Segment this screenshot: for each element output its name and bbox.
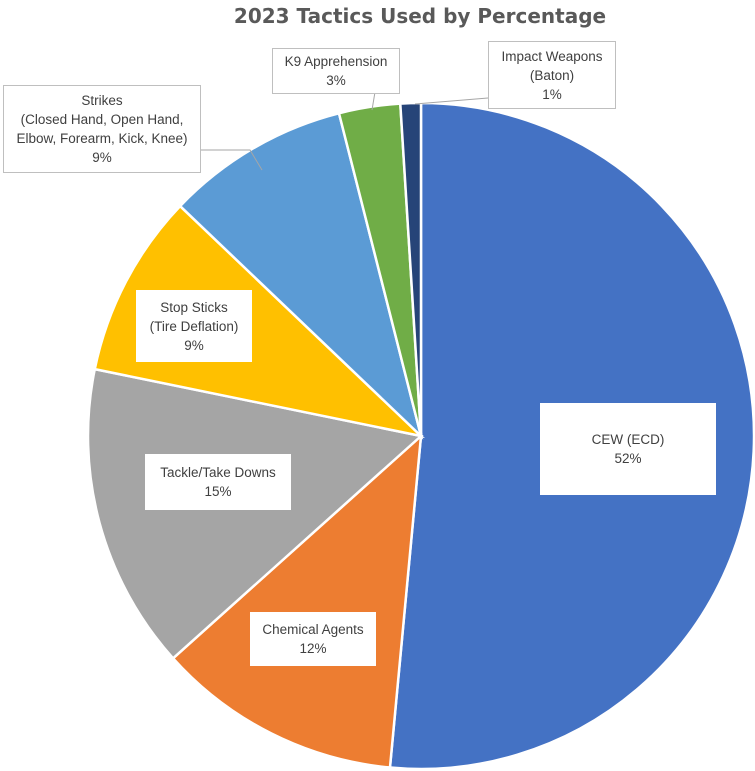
data-label-chemical-agents: Chemical Agents 12% (250, 612, 376, 666)
pie-slice-1 (171, 432, 423, 769)
data-label-impact-weapons-value: 1% (542, 86, 562, 102)
data-label-stop-sticks: Stop Sticks (Tire Deflation) 9% (136, 290, 252, 362)
pie-slice-6 (398, 101, 423, 437)
data-label-stop-sticks-line2: (Tire Deflation) (149, 318, 239, 334)
data-label-tackle: Tackle/Take Downs 15% (145, 454, 291, 510)
data-label-tackle-name: Tackle/Take Downs (160, 465, 276, 480)
chart-title: 2023 Tactics Used by Percentage (233, 4, 607, 28)
data-label-tackle-value: 15% (204, 484, 232, 499)
data-label-strikes-line2: (Closed Hand, Open Hand, (20, 112, 184, 127)
data-label-chemical-agents-name: Chemical Agents (262, 622, 364, 637)
data-label-cew: CEW (ECD) 52% (540, 403, 716, 495)
data-label-k9-value: 3% (326, 73, 346, 88)
leader-line-impact (414, 97, 489, 105)
data-label-chemical-agents-value: 12% (299, 641, 327, 656)
data-label-stop-sticks-value: 9% (184, 337, 204, 353)
data-label-strikes: Strikes (Closed Hand, Open Hand, Elbow, … (3, 85, 201, 173)
data-label-cew-value: 52% (614, 451, 642, 466)
pie-slice-2 (86, 367, 424, 661)
data-label-strikes-line3: Elbow, Forearm, Kick, Knee) (16, 131, 188, 146)
pie-slice-3 (93, 204, 426, 439)
data-label-impact-weapons-line2: (Baton) (529, 67, 575, 83)
data-label-impact-weapons-line1: Impact Weapons (501, 48, 603, 64)
leader-line-strikes (200, 149, 263, 171)
data-label-stop-sticks-line1: Stop Sticks (160, 299, 228, 315)
pie-slice-4 (178, 111, 424, 440)
data-label-k9: K9 Apprehension 3% (272, 48, 400, 94)
data-label-impact-weapons: Impact Weapons (Baton) 1% (488, 41, 616, 109)
leader-line-k9 (371, 91, 376, 111)
data-label-strikes-line1: Strikes (81, 93, 123, 108)
data-label-strikes-value: 9% (92, 150, 112, 165)
data-label-k9-name: K9 Apprehension (284, 54, 388, 69)
data-label-cew-name: CEW (ECD) (591, 432, 665, 447)
